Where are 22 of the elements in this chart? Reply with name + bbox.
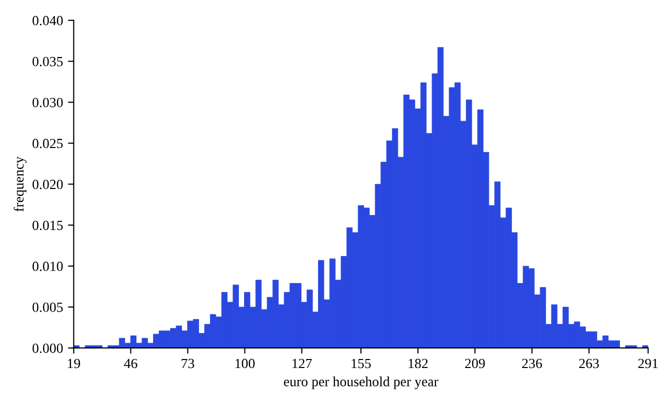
x-tick-label: 263: [579, 358, 599, 368]
y-tick-label: 0.030: [32, 98, 63, 108]
x-tick-label: 209: [465, 358, 485, 368]
x-tick-label: 46: [124, 358, 138, 368]
y-tick-label: 0.020: [32, 180, 63, 190]
y-tick-label: 0.015: [32, 220, 63, 230]
x-tick-label: 182: [408, 358, 428, 368]
y-tick-label: 0.025: [32, 138, 63, 148]
x-tick-label: 291: [638, 358, 658, 368]
x-tick-label: 73: [182, 358, 194, 368]
x-tick-label: 127: [292, 358, 312, 368]
y-tick-label: 0.000: [32, 344, 63, 353]
y-tick-label: 0.040: [32, 16, 63, 26]
y-axis-title: frequency: [14, 156, 26, 212]
y-tick-label: 0.010: [32, 262, 63, 272]
x-tick-label: 236: [522, 358, 542, 368]
y-tick-label: 0.035: [32, 56, 63, 66]
x-tick-label: 19: [68, 358, 80, 368]
y-tick-label: 0.005: [32, 302, 63, 312]
x-tick-label: 100: [236, 358, 255, 368]
x-tick-label: 155: [352, 358, 371, 368]
x-axis-title: euro per household per year: [284, 376, 438, 390]
